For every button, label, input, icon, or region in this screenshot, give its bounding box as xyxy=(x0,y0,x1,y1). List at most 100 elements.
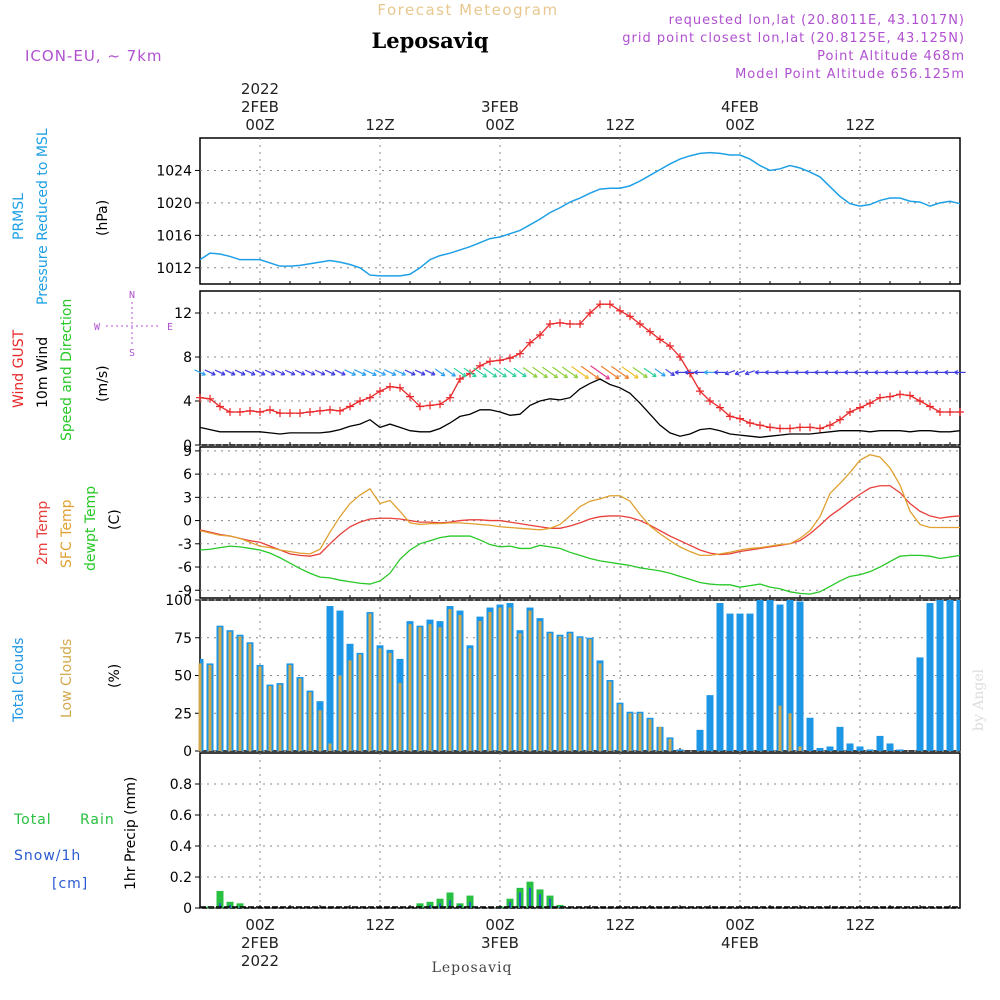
wind-arrow xyxy=(513,367,527,378)
bottom-time-label: 12Z xyxy=(365,916,394,934)
gust-marker xyxy=(466,369,474,378)
gust-marker xyxy=(726,412,734,421)
gust-marker xyxy=(806,423,814,432)
gust-marker xyxy=(746,419,754,427)
wind-arrow xyxy=(542,366,558,379)
low-cloud-bar xyxy=(238,636,242,751)
wind-arrow-head xyxy=(401,371,406,376)
gust-marker xyxy=(496,356,504,365)
gust-marker xyxy=(656,335,664,344)
low-cloud-bar xyxy=(308,692,312,751)
wind-arrow xyxy=(383,369,397,376)
sfc-label: SFC Temp xyxy=(59,499,75,568)
total-cloud-bar xyxy=(706,695,714,751)
top-time-label: 12Z xyxy=(365,116,394,134)
wind-arrow-head xyxy=(201,371,206,376)
low-cloud-bar xyxy=(508,607,512,751)
wind-arrow-head xyxy=(230,371,236,376)
wind-arrow xyxy=(643,367,657,378)
gust-marker xyxy=(636,320,644,328)
wind-arrow-head xyxy=(944,369,949,375)
top-time-label: 12Z xyxy=(845,116,874,134)
total-rain-total: Total xyxy=(13,812,52,828)
wind-arrow xyxy=(324,369,336,376)
wind-arrow xyxy=(194,369,206,376)
total-cloud-bar xyxy=(946,600,954,751)
compass-n: N xyxy=(129,290,135,301)
bottom-time-label: 00Z xyxy=(725,916,754,934)
wind-arrow-head xyxy=(674,369,679,375)
rain-bar xyxy=(216,890,224,908)
wind-arrow-head xyxy=(884,369,889,375)
wind-arrow xyxy=(374,369,386,376)
plot-area: 101210161020102404812-9-6-30369025507510… xyxy=(156,80,966,970)
gust-marker xyxy=(366,393,374,402)
grid-point-coords: grid point closest lon,lat (20.8125E, 43… xyxy=(622,31,965,46)
low-cloud-bar xyxy=(468,648,472,751)
wind-arrow xyxy=(394,369,406,376)
low-cloud-bar xyxy=(788,713,792,751)
wind-arrow-head xyxy=(341,371,346,376)
wind-compass: N S W E xyxy=(94,290,173,359)
gust-marker xyxy=(566,320,574,328)
requested-coords: requested lon,lat (20.8011E, 43.1017N) xyxy=(669,13,965,28)
total-cloud-bar xyxy=(846,743,854,751)
low-cloud-bar xyxy=(648,719,652,751)
wind-arrow-head xyxy=(482,373,488,378)
y-tick-label: 12 xyxy=(174,306,192,322)
wind-arrow-head xyxy=(420,371,426,376)
wind-arrow-head xyxy=(934,369,939,375)
y-tick-label: -6 xyxy=(178,560,192,576)
wind-arrow-head xyxy=(411,371,416,376)
wind-arrow-head xyxy=(440,371,446,377)
gust-marker xyxy=(316,406,324,415)
y-tick-label: 1012 xyxy=(156,261,192,277)
gust-marker xyxy=(666,342,674,350)
gust-marker xyxy=(376,387,384,396)
wind-arrow xyxy=(522,367,538,378)
compass-s: S xyxy=(129,348,135,359)
total-cloud-bar xyxy=(836,726,844,751)
low-cloud-bar xyxy=(518,633,522,751)
bottom-time-label: 2FEB xyxy=(241,934,279,952)
wind-arrow xyxy=(414,369,426,376)
gust-marker xyxy=(866,399,874,408)
wind-arrow-head xyxy=(814,369,819,375)
compass-w: W xyxy=(94,322,101,333)
low-cloud-bar xyxy=(628,713,632,751)
t2m-line xyxy=(199,485,961,557)
bottom-time-label: 00Z xyxy=(485,916,514,934)
low-cloud-bar xyxy=(618,704,622,751)
gust-marker xyxy=(306,408,314,416)
point-altitude: Point Altitude 468m xyxy=(817,49,965,64)
gust-marker xyxy=(206,394,214,403)
y-tick-label: 1020 xyxy=(156,196,192,212)
gust-marker xyxy=(696,387,704,396)
wind-arrow-head xyxy=(522,372,527,378)
total-cloud-bar xyxy=(776,604,784,751)
y-tick-label: 6 xyxy=(183,467,192,483)
wind-arrow xyxy=(600,365,620,380)
gust-marker xyxy=(436,400,444,409)
gust-marker xyxy=(456,375,464,383)
total-cloud-bar xyxy=(816,747,824,751)
sfc-temp-line xyxy=(199,454,960,557)
wind-arrow-head xyxy=(372,371,377,377)
total-cloud-bar xyxy=(766,600,774,751)
wind-arrow xyxy=(611,365,629,379)
snow-bar xyxy=(509,901,511,908)
total-cloud-bar xyxy=(806,717,814,751)
low-cloud-bar xyxy=(378,648,382,751)
wind-arrow-head xyxy=(643,373,648,379)
total-cloud-bar xyxy=(696,729,704,751)
low-cloud-bar xyxy=(408,624,412,751)
wind-arrow-head xyxy=(553,373,559,379)
total-cloud-bar xyxy=(856,746,864,751)
gust-marker xyxy=(716,403,724,412)
wind-arrow xyxy=(473,367,487,378)
wind-arrow-head xyxy=(430,371,436,376)
gust-marker xyxy=(926,402,934,411)
y-tick-label: -9 xyxy=(178,583,192,599)
low-cloud-bar xyxy=(438,627,442,751)
watermark: by Angel xyxy=(971,668,987,731)
